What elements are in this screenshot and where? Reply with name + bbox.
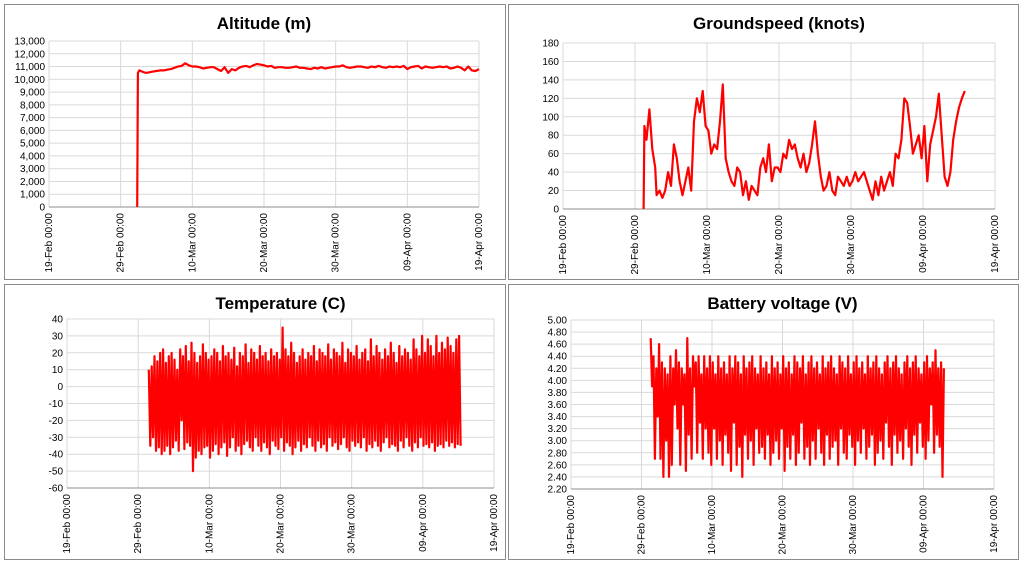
y-tick-label: 3.20 (548, 424, 568, 435)
x-tick-label: 30-Mar 00:00 (331, 213, 342, 273)
y-tick-label: 2,000 (20, 177, 45, 188)
series-line (136, 62, 480, 208)
y-tick-label: 4.60 (548, 340, 568, 351)
x-tick-label: 29-Feb 00:00 (637, 495, 648, 555)
x-tick-label: 20-Mar 00:00 (259, 213, 270, 273)
y-tick-label: 4,000 (20, 151, 45, 162)
y-tick-label: 9,000 (20, 88, 45, 99)
chart-title: Battery voltage (V) (707, 294, 857, 313)
y-tick-label: 2.60 (548, 460, 568, 471)
y-tick-label: 3,000 (20, 164, 45, 175)
y-tick-label: 5.00 (548, 316, 568, 327)
x-tick-label: 10-Mar 00:00 (204, 494, 215, 554)
battery-voltage-chart: Battery voltage (V)2.202.402.602.803.003… (548, 294, 1000, 555)
x-tick-label: 10-Mar 00:00 (187, 213, 198, 273)
y-tick-label: 100 (542, 112, 559, 123)
y-tick-label: 4.40 (548, 352, 568, 363)
series-line (642, 83, 966, 210)
chart-panel-battery-voltage[interactable]: Battery voltage (V) 2.20 2.40 2.60 2.80 3.00 3… (508, 284, 1019, 560)
x-tick-label: 19-Feb 00:00 (558, 215, 569, 275)
x-tick-label: 19-Apr 00:00 (474, 213, 485, 271)
chart-panel-altitude[interactable]: Altitude (m) 0 1,000 2,000 3,000 4,000 5,000 6,… (4, 4, 506, 280)
y-tick-label: 160 (542, 57, 559, 68)
y-tick-label: 7,000 (20, 113, 45, 124)
x-tick-label: 29-Feb 00:00 (133, 494, 144, 554)
x-tick-label: 10-Mar 00:00 (707, 495, 718, 555)
y-tick-label: 0 (553, 205, 559, 216)
y-tick-label: -60 (49, 484, 64, 495)
groundspeed-chart: Groundspeed (knots) 0 20 40 60 80 100 120 140 160… (542, 14, 1001, 275)
y-tick-label: 140 (542, 75, 559, 86)
y-tick-label: 6,000 (20, 126, 45, 137)
x-tick-label: 29-Feb 00:00 (630, 215, 641, 275)
y-tick-label: 0 (57, 382, 63, 393)
x-tick-label: 19-Feb 00:00 (44, 213, 55, 273)
y-tick-label: -30 (49, 433, 64, 444)
x-tick-label: 19-Apr 00:00 (989, 495, 1000, 553)
y-tick-label: 2.40 (548, 472, 568, 483)
chart-title: Altitude (m) (217, 14, 311, 33)
y-tick-label: 2.20 (548, 485, 568, 496)
y-tick-label: -40 (49, 450, 64, 461)
y-tick-label: 11,000 (15, 62, 45, 73)
y-tick-label: 3.80 (548, 388, 568, 399)
x-tick-label: 19-Apr 00:00 (489, 494, 500, 552)
series-line (147, 326, 462, 473)
y-tick-label: 12,000 (14, 49, 45, 60)
y-tick-label: 40 (52, 315, 64, 326)
x-tick-label: 10-Mar 00:00 (702, 215, 713, 275)
y-tick-label: 120 (542, 94, 559, 105)
y-tick-label: 1,000 (20, 190, 45, 201)
chart-panel-temperature[interactable]: Temperature (C) -60 -50 -40 -30 -20 -10 0 10 20 30… (4, 284, 506, 560)
x-tick-label: 19-Feb 00:00 (62, 494, 73, 554)
y-tick-label: 20 (52, 348, 64, 359)
x-tick-label: 20-Mar 00:00 (774, 215, 785, 275)
x-tick-label: 29-Feb 00:00 (116, 213, 127, 273)
x-tick-label: 09-Apr 00:00 (919, 495, 930, 553)
chart-panel-groundspeed[interactable]: Groundspeed (knots) 0 20 40 60 80 100 120 140 160… (508, 4, 1019, 280)
y-tick-label: 80 (548, 131, 560, 142)
x-tick-label: 09-Apr 00:00 (402, 213, 413, 271)
series-line (649, 336, 945, 478)
y-tick-label: 20 (548, 186, 560, 197)
y-tick-label: 3.00 (548, 436, 568, 447)
x-tick-label: 20-Mar 00:00 (778, 495, 789, 555)
y-tick-label: 2.80 (548, 448, 568, 459)
y-tick-label: 4.20 (548, 364, 568, 375)
y-tick-label: -20 (49, 416, 64, 427)
y-tick-label: 10,000 (14, 75, 45, 86)
y-tick-label: 4.80 (548, 328, 568, 339)
y-tick-label: 30 (52, 331, 64, 342)
x-tick-label: 19-Feb 00:00 (566, 495, 577, 555)
x-tick-label: 30-Mar 00:00 (848, 495, 859, 555)
y-tick-label: -10 (49, 399, 64, 410)
x-tick-label: 09-Apr 00:00 (418, 494, 429, 552)
y-tick-label: 0 (39, 203, 45, 214)
y-tick-label: 3.40 (548, 412, 568, 423)
y-tick-label: 4.00 (548, 376, 568, 387)
y-tick-label: -50 (49, 467, 64, 478)
y-tick-label: 10 (52, 365, 64, 376)
x-tick-label: 09-Apr 00:00 (918, 215, 929, 273)
y-tick-label: 5,000 (20, 139, 45, 150)
y-tick-label: 40 (548, 168, 560, 179)
chart-title: Groundspeed (knots) (693, 14, 865, 33)
y-tick-label: 180 (542, 39, 559, 50)
x-tick-label: 30-Mar 00:00 (846, 215, 857, 275)
temperature-chart: Temperature (C) -60 -50 -40 -30 -20 -10 0 10 20 30… (49, 294, 500, 554)
y-tick-label: 8,000 (20, 100, 45, 111)
y-tick-label: 3.60 (548, 400, 568, 411)
x-tick-label: 30-Mar 00:00 (347, 494, 358, 554)
y-tick-label: 60 (548, 149, 560, 160)
x-tick-label: 19-Apr 00:00 (990, 215, 1001, 273)
x-tick-label: 20-Mar 00:00 (276, 494, 287, 554)
y-tick-label: 13,000 (14, 37, 45, 48)
chart-title: Temperature (C) (215, 294, 345, 313)
